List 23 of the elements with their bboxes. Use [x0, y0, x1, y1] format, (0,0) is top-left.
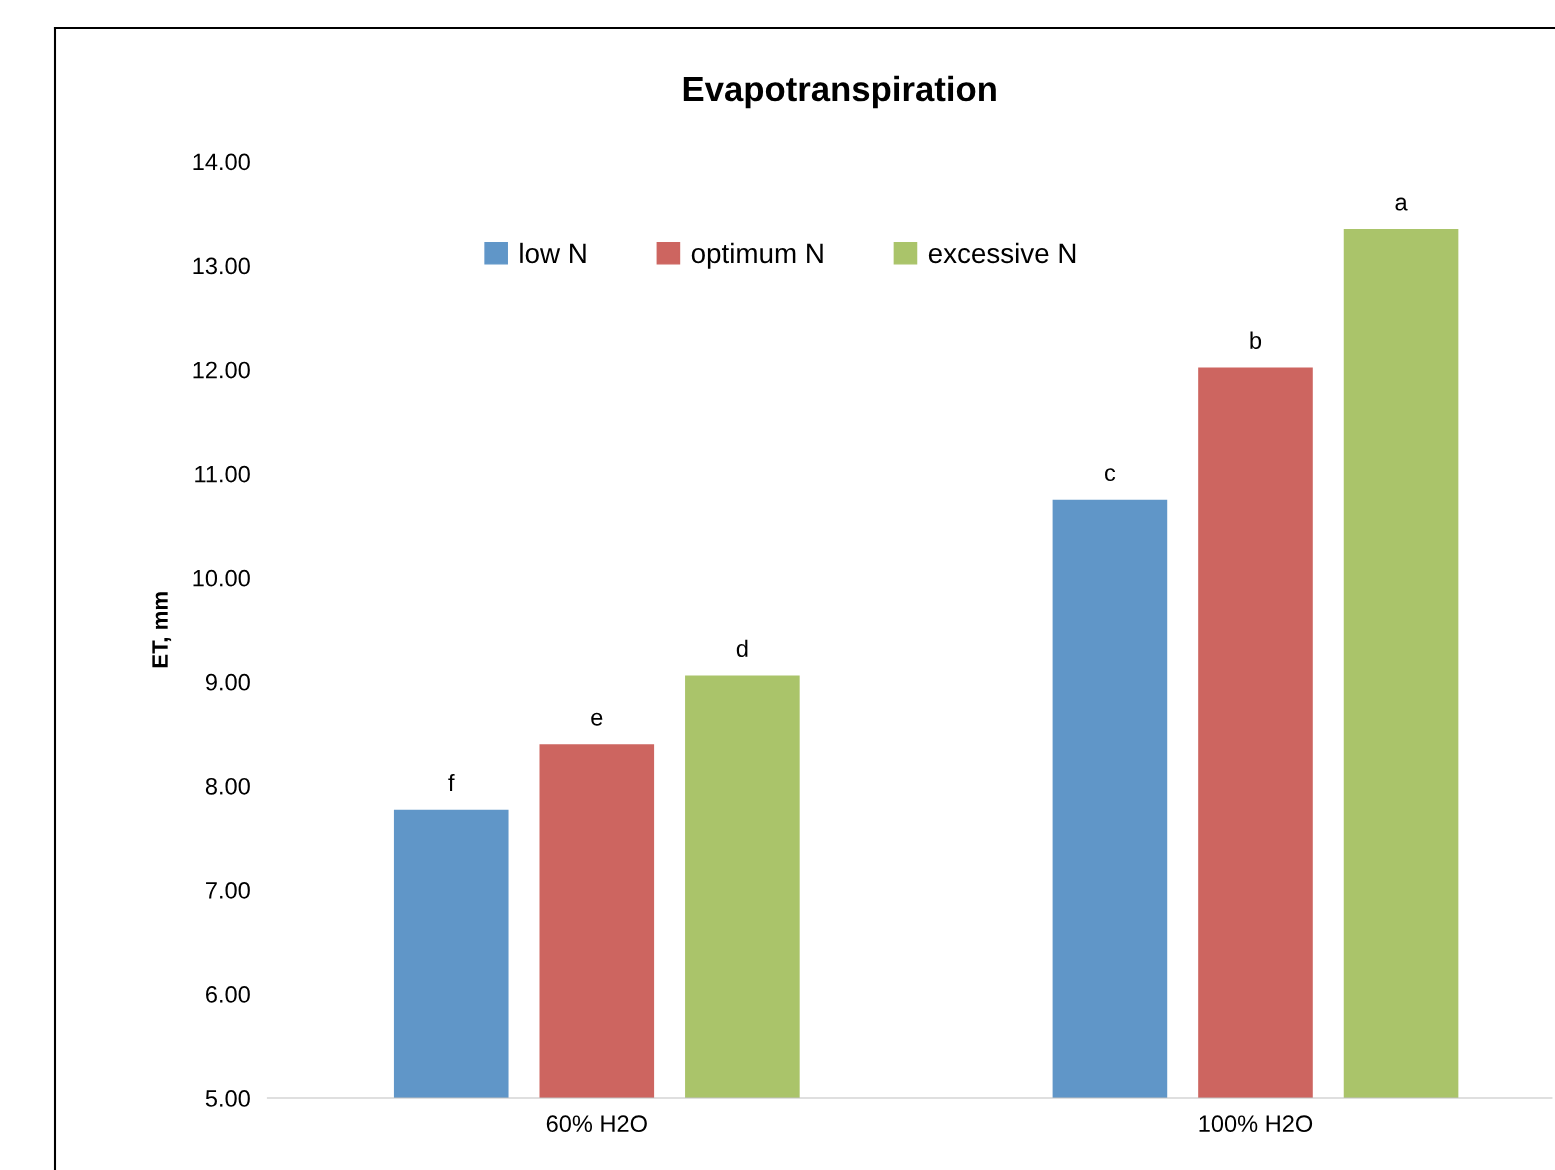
legend-label: low N — [520, 242, 586, 264]
data-label: a — [1395, 197, 1408, 211]
y-tick-label: 7.00 — [206, 881, 250, 899]
data-label: e — [591, 712, 603, 726]
data-label: b — [1250, 331, 1262, 349]
y-tick-label: 12.00 — [193, 361, 250, 379]
data-label: c — [1105, 468, 1116, 482]
legend-label: excessive N — [928, 242, 1076, 264]
x-tick-label: 100% H2O — [1199, 1115, 1313, 1133]
y-tick-label: 11.00 — [195, 465, 250, 483]
y-tick-label: 9.00 — [205, 673, 250, 691]
y-tick-label: 6.00 — [206, 986, 250, 1003]
data-label: f — [448, 773, 455, 791]
y-tick-label: 14.00 — [193, 153, 250, 171]
x-tick-label: 60% H2O — [546, 1115, 647, 1133]
y-tick-label: 8.00 — [205, 777, 250, 795]
y-tick-label: 13.00 — [193, 257, 250, 275]
legend-label: optimum N — [691, 242, 823, 269]
y-tick-label: 5.00 — [205, 1090, 250, 1107]
y-tick-label: 10.00 — [193, 569, 250, 587]
chart-title: Evapotranspiration — [683, 75, 996, 109]
y-axis-title: ET, mm — [152, 592, 172, 668]
data-label: d — [736, 639, 748, 657]
